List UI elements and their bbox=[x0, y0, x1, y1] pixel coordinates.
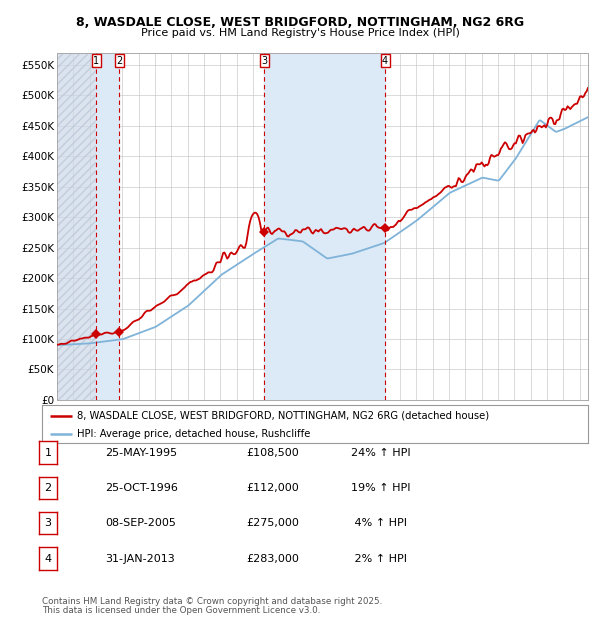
Text: 8, WASDALE CLOSE, WEST BRIDGFORD, NOTTINGHAM, NG2 6RG: 8, WASDALE CLOSE, WEST BRIDGFORD, NOTTIN… bbox=[76, 16, 524, 29]
Text: £108,500: £108,500 bbox=[246, 448, 299, 458]
FancyBboxPatch shape bbox=[260, 54, 269, 68]
Text: £275,000: £275,000 bbox=[246, 518, 299, 528]
Text: 25-OCT-1996: 25-OCT-1996 bbox=[105, 483, 178, 493]
Bar bbox=[96, 53, 119, 400]
Text: 2% ↑ HPI: 2% ↑ HPI bbox=[351, 554, 407, 564]
Text: £283,000: £283,000 bbox=[246, 554, 299, 564]
FancyBboxPatch shape bbox=[115, 54, 124, 68]
Text: Contains HM Land Registry data © Crown copyright and database right 2025.: Contains HM Land Registry data © Crown c… bbox=[42, 597, 382, 606]
Bar bbox=[265, 53, 385, 400]
Text: 08-SEP-2005: 08-SEP-2005 bbox=[105, 518, 176, 528]
FancyBboxPatch shape bbox=[380, 54, 389, 68]
Bar bbox=[57, 53, 96, 400]
Text: 4: 4 bbox=[382, 56, 388, 66]
Text: HPI: Average price, detached house, Rushcliffe: HPI: Average price, detached house, Rush… bbox=[77, 428, 311, 439]
Text: 2: 2 bbox=[116, 56, 122, 66]
Text: 8, WASDALE CLOSE, WEST BRIDGFORD, NOTTINGHAM, NG2 6RG (detached house): 8, WASDALE CLOSE, WEST BRIDGFORD, NOTTIN… bbox=[77, 410, 490, 420]
Text: 1: 1 bbox=[93, 56, 99, 66]
Text: 19% ↑ HPI: 19% ↑ HPI bbox=[351, 483, 410, 493]
Text: 4% ↑ HPI: 4% ↑ HPI bbox=[351, 518, 407, 528]
Text: Price paid vs. HM Land Registry's House Price Index (HPI): Price paid vs. HM Land Registry's House … bbox=[140, 28, 460, 38]
Text: 31-JAN-2013: 31-JAN-2013 bbox=[105, 554, 175, 564]
Text: 1: 1 bbox=[44, 448, 52, 458]
Text: 25-MAY-1995: 25-MAY-1995 bbox=[105, 448, 177, 458]
Text: 4: 4 bbox=[44, 554, 52, 564]
Text: 3: 3 bbox=[261, 56, 268, 66]
Text: This data is licensed under the Open Government Licence v3.0.: This data is licensed under the Open Gov… bbox=[42, 606, 320, 615]
Text: £112,000: £112,000 bbox=[246, 483, 299, 493]
Text: 3: 3 bbox=[44, 518, 52, 528]
Text: 24% ↑ HPI: 24% ↑ HPI bbox=[351, 448, 410, 458]
FancyBboxPatch shape bbox=[92, 54, 101, 68]
Text: 2: 2 bbox=[44, 483, 52, 493]
